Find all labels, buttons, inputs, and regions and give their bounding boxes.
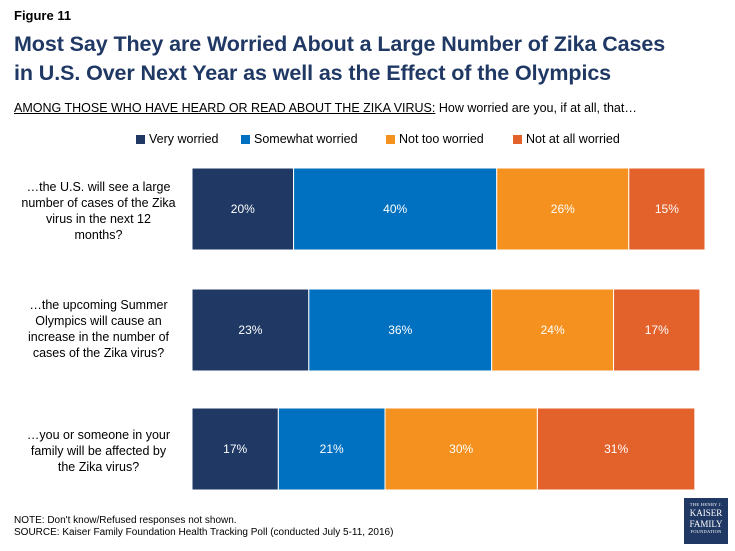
legend-swatch-somewhat-worried [241, 134, 250, 144]
data-label-somewhat-worried-row-3: 21% [320, 442, 344, 456]
footer-source: SOURCE: Kaiser Family Foundation Health … [14, 527, 394, 538]
title-line-1: Most Say They are Worried About a Large … [14, 32, 666, 56]
data-label-very-worried-row-2: 23% [238, 323, 262, 337]
bar-not-too-worried-row-3 [384, 407, 538, 491]
row-label-line: virus in the next 12 [46, 212, 151, 226]
row-label-us-cases: …the U.S. will see a large number of cas… [12, 179, 185, 243]
data-label-not-at-all-worried-row-3: 31% [604, 442, 628, 456]
bar-not-too-worried-row-1 [496, 167, 630, 251]
data-label-not-too-worried-row-2: 24% [541, 323, 565, 337]
row-label-olympics: …the upcoming Summer Olympics will cause… [12, 297, 185, 361]
footer: NOTE: Don't know/Refused responses not s… [14, 515, 393, 539]
logo-line-4: FOUNDATION [690, 529, 722, 534]
bar-very-worried-row-1 [191, 167, 295, 251]
legend-item-very-worried: Very worried [136, 132, 218, 146]
data-label-not-at-all-worried-row-2: 17% [645, 323, 669, 337]
chart-subtitle: AMONG THOSE WHO HAVE HEARD OR READ ABOUT… [14, 101, 637, 115]
legend: Very worried Somewhat worried Not too wo… [0, 132, 735, 148]
row-label-family-affected: …you or someone in your family will be a… [12, 427, 185, 475]
data-label-not-at-all-worried-row-1: 15% [655, 202, 679, 216]
row-label-line: increase in the number of [27, 330, 170, 344]
data-label-somewhat-worried-row-1: 40% [383, 202, 407, 216]
row-label-line: number of cases of the Zika [21, 196, 176, 210]
subtitle-lead: AMONG THOSE WHO HAVE HEARD OR READ ABOUT… [14, 101, 436, 115]
bar-not-at-all-worried-row-1 [628, 167, 706, 251]
bar-somewhat-worried-row-1 [293, 167, 498, 251]
row-label-line: …you or someone in your [26, 428, 171, 442]
legend-item-not-at-all-worried: Not at all worried [513, 132, 620, 146]
legend-label-somewhat-worried: Somewhat worried [254, 132, 358, 146]
logo-line-1: THE HENRY J. [689, 502, 723, 507]
bar-somewhat-worried-row-3 [277, 407, 386, 491]
row-label-line: …the U.S. will see a large [26, 180, 171, 194]
legend-swatch-not-too-worried [386, 134, 395, 144]
legend-item-not-too-worried: Not too worried [386, 132, 484, 146]
legend-label-not-too-worried: Not too worried [399, 132, 484, 146]
data-label-very-worried-row-1: 20% [231, 202, 255, 216]
legend-swatch-not-at-all-worried [513, 134, 522, 144]
figure-label: Figure 11 [14, 8, 72, 23]
data-label-not-too-worried-row-3: 30% [449, 442, 473, 456]
bar-not-too-worried-row-2 [491, 288, 615, 372]
row-label-line: the Zika virus? [57, 460, 140, 474]
data-label-very-worried-row-3: 17% [223, 442, 247, 456]
logo-line-3: FAMILY [689, 519, 723, 529]
bar-not-at-all-worried-row-3 [536, 407, 696, 491]
legend-label-very-worried: Very worried [149, 132, 219, 146]
row-label-line: months? [74, 228, 123, 242]
footer-note: NOTE: Don't know/Refused responses not s… [14, 515, 237, 526]
legend-label-not-at-all-worried: Not at all worried [526, 132, 620, 146]
bar-not-at-all-worried-row-2 [613, 288, 701, 372]
row-label-line: cases of the Zika virus? [32, 346, 165, 360]
legend-item-somewhat-worried: Somewhat worried [241, 132, 358, 146]
bar-somewhat-worried-row-2 [308, 288, 493, 372]
legend-swatch-very-worried [136, 134, 145, 144]
bar-very-worried-row-3 [191, 407, 279, 491]
row-label-line: family will be affected by [30, 444, 167, 458]
bar-very-worried-row-2 [191, 288, 310, 372]
row-label-line: Olympics will cause an [35, 314, 162, 328]
title-line-2: in U.S. Over Next Year as well as the Ef… [14, 61, 612, 85]
data-label-somewhat-worried-row-2: 36% [388, 323, 412, 337]
logo-line-2: KAISER [689, 508, 723, 518]
row-label-line: …the upcoming Summer [29, 298, 168, 312]
subtitle-question: How worried are you, if at all, that… [435, 101, 637, 115]
kff-logo: THE HENRY J. KAISER FAMILY FOUNDATION [684, 498, 728, 544]
data-label-not-too-worried-row-1: 26% [551, 202, 575, 216]
chart-title: Most Say They are Worried About a Large … [14, 30, 726, 88]
